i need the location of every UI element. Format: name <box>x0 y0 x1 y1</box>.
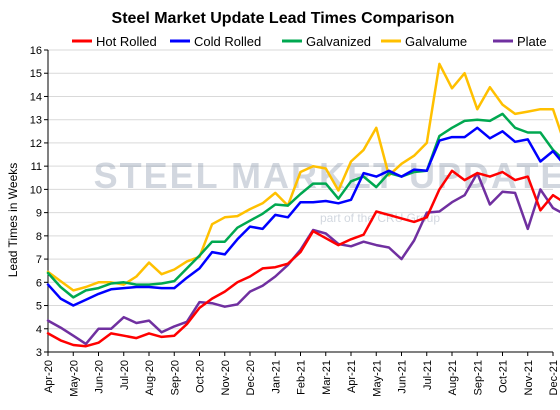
legend-label: Galvanized <box>306 34 371 49</box>
y-tick-label: 11 <box>31 161 42 173</box>
x-tick-label: Jun-21 <box>397 360 409 394</box>
y-tick-label: 14 <box>30 91 42 103</box>
chart-title: Steel Market Update Lead Times Compariso… <box>112 10 455 27</box>
y-tick-label: 12 <box>30 138 42 150</box>
y-tick-label: 16 <box>30 45 42 57</box>
y-tick-label: 15 <box>30 68 42 80</box>
y-tick-label: 13 <box>30 115 42 127</box>
legend-label: Cold Rolled <box>194 34 261 49</box>
y-tick-label: 4 <box>36 324 42 336</box>
y-tick-label: 5 <box>36 301 42 313</box>
legend-item-cold-rolled: Cold Rolled <box>170 34 261 49</box>
y-tick-label: 7 <box>36 254 42 266</box>
x-tick-label: Nov-20 <box>220 360 232 395</box>
x-tick-label: Nov-21 <box>523 360 535 395</box>
x-tick-label: Jul-20 <box>119 360 131 390</box>
y-tick-label: 6 <box>36 277 42 289</box>
x-tick-label: Oct-21 <box>498 360 510 393</box>
x-tick-label: Oct-20 <box>195 360 207 393</box>
series-group <box>46 62 560 348</box>
watermark-logo: STEEL MARKET UPDATE part of the CRU Grou… <box>94 155 560 225</box>
y-tick-label: 3 <box>36 347 42 359</box>
legend-label: Hot Rolled <box>96 34 157 49</box>
x-tick-label: Apr-20 <box>43 360 55 393</box>
legend-label: Plate <box>517 34 547 49</box>
legend-item-hot-rolled: Hot Rolled <box>72 34 157 49</box>
series-line-hot-rolled <box>46 169 560 348</box>
x-tick-label: Dec-21 <box>548 360 560 395</box>
x-tick-label: May-21 <box>371 360 383 397</box>
y-tick-label: 10 <box>30 184 42 196</box>
x-tick-label: Sep-21 <box>472 360 484 395</box>
x-tick-label: Sep-20 <box>169 360 181 395</box>
x-tick-labels: Apr-20 May-20 Jun-20 Jul-20 Aug-20 Sep-20 Oct-… <box>43 352 560 397</box>
legend-item-galvalume: Galvalume <box>381 34 467 49</box>
x-tick-label: Apr-21 <box>346 360 358 393</box>
x-tick-label: May-20 <box>68 360 80 397</box>
x-tick-label: Feb-21 <box>296 360 308 395</box>
x-tick-label: Jun-20 <box>94 360 106 394</box>
legend-label: Galvalume <box>405 34 467 49</box>
y-tick-label: 9 <box>36 208 42 220</box>
series-line-cold-rolled <box>46 126 560 307</box>
y-tick-label: 8 <box>36 231 42 243</box>
x-tick-label: Jul-21 <box>422 360 434 390</box>
x-tick-label: Dec-20 <box>245 360 257 395</box>
y-tick-labels: 3 4 5 6 7 8 9 10 11 12 13 14 15 16 <box>30 45 48 359</box>
legend-item-galvanized: Galvanized <box>282 34 371 49</box>
x-tick-label: Mar-21 <box>321 360 333 395</box>
x-tick-label: Aug-21 <box>447 360 459 395</box>
series-line-plate <box>46 171 560 346</box>
series-line-galvanized <box>46 112 560 299</box>
legend: Hot Rolled Cold Rolled Galvanized Galvalume… <box>72 34 547 49</box>
legend-item-plate: Plate <box>493 34 547 49</box>
x-tick-label: Aug-20 <box>144 360 156 395</box>
series-line-galvalume <box>46 62 560 292</box>
y-axis-label: Lead Times in Weeks <box>6 163 20 278</box>
x-tick-label: Jan-21 <box>270 360 282 394</box>
